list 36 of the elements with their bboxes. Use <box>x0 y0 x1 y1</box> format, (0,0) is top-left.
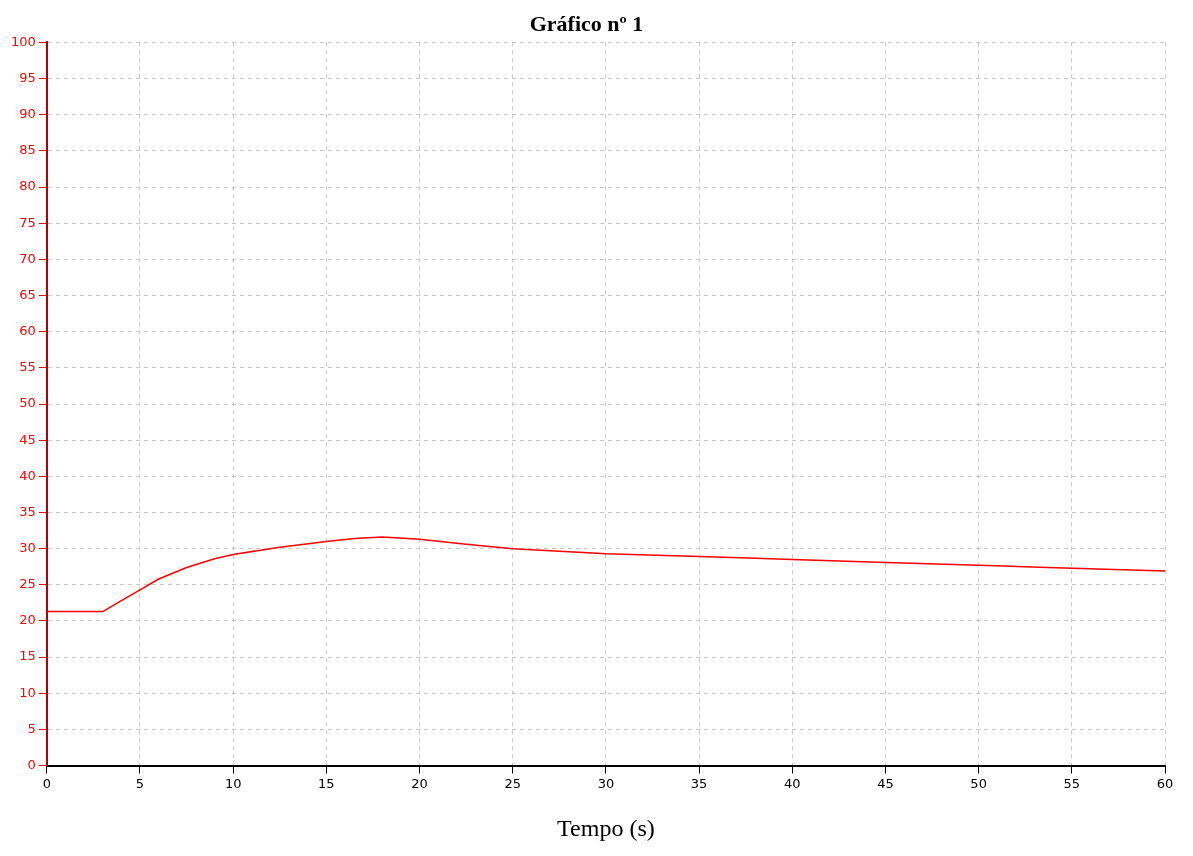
y-tick-label: 25 <box>19 576 36 592</box>
chart-title: Gráfico nº 1 <box>529 10 644 36</box>
y-tick-label: 5 <box>27 720 36 736</box>
y-tick-label: 60 <box>19 323 36 339</box>
x-tick-label: 60 <box>1156 775 1174 791</box>
x-tick-label: 40 <box>784 775 801 791</box>
y-tick-label: 85 <box>19 142 36 158</box>
x-axis-title: Tempo (s) <box>557 814 655 841</box>
x-tick-label: 30 <box>597 775 615 791</box>
y-tick-label: 10 <box>19 684 36 700</box>
y-tick-label: 80 <box>19 178 36 194</box>
y-tick-label: 0 <box>27 756 36 772</box>
x-tick-label: 5 <box>135 775 145 791</box>
y-tick-label: 40 <box>19 467 36 483</box>
y-tick-label: 30 <box>19 540 36 556</box>
y-tick-label: 95 <box>19 69 36 85</box>
x-tick-label: 45 <box>877 775 894 791</box>
y-tick-label: 50 <box>19 395 36 411</box>
x-tick-label: 35 <box>690 775 708 791</box>
y-tick-label: 65 <box>19 286 36 302</box>
x-tick-label: 55 <box>1063 775 1081 791</box>
x-tick-label: 15 <box>318 775 335 791</box>
y-tick-label: 15 <box>19 648 36 664</box>
y-tick-label: 55 <box>19 359 36 375</box>
x-tick-label: 50 <box>970 775 987 791</box>
y-tick-label: 35 <box>19 503 36 519</box>
x-tick-label: 20 <box>411 775 428 791</box>
x-tick-label: 25 <box>504 775 521 791</box>
y-tick-label: 45 <box>19 431 36 447</box>
y-tick-label: 70 <box>19 250 36 266</box>
y-tick-label: 100 <box>10 33 36 49</box>
y-tick-label: 20 <box>19 612 36 628</box>
y-tick-label: 75 <box>19 214 36 230</box>
x-tick-label: 0 <box>42 775 51 791</box>
y-tick-label: 90 <box>19 106 36 122</box>
x-tick-label: 10 <box>224 775 242 791</box>
